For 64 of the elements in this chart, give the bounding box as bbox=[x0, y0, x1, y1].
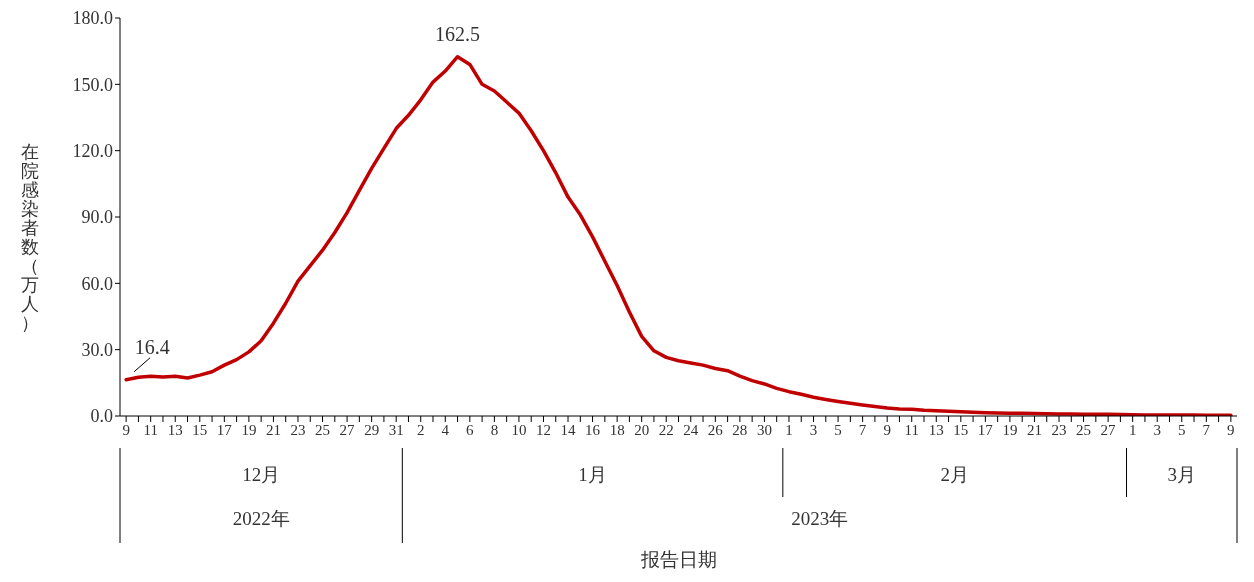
x-tick-label: 3 bbox=[1153, 421, 1161, 438]
line-series bbox=[124, 54, 1233, 416]
x-tick-label: 18 bbox=[609, 421, 625, 438]
x-tick-label: 27 bbox=[1100, 421, 1117, 438]
x-tick-label: 7 bbox=[1202, 421, 1211, 438]
x-tick-label: 8 bbox=[490, 421, 499, 438]
x-tick-label: 19 bbox=[1002, 421, 1018, 438]
y-tick-label: 120.0 bbox=[72, 141, 113, 162]
text: 2023年 bbox=[791, 508, 849, 529]
x-tick-label: 20 bbox=[634, 421, 650, 438]
x-tick-label: 26 bbox=[707, 421, 724, 438]
x-tick-label: 24 bbox=[683, 421, 699, 438]
x-tick-label: 15 bbox=[192, 421, 208, 438]
x-tick-label: 23 bbox=[1051, 421, 1067, 438]
x-tick-label: 13 bbox=[167, 421, 183, 438]
data-label: 16.4 bbox=[134, 335, 170, 358]
x-tick-label: 1 bbox=[1128, 421, 1137, 438]
y-tick-label: 30.0 bbox=[81, 340, 113, 361]
x-tick-label: 2 bbox=[416, 421, 425, 438]
x-tick-label: 5 bbox=[1178, 421, 1186, 438]
text: 2022年 bbox=[232, 508, 290, 529]
x-tick-label: 14 bbox=[560, 421, 577, 438]
y-tick-label: 90.0 bbox=[81, 207, 113, 228]
x-tick-label: 9 bbox=[1227, 421, 1235, 438]
text: 2月 bbox=[940, 464, 969, 485]
x-tick-label: 17 bbox=[216, 421, 233, 438]
x-tick-label: 30 bbox=[756, 421, 772, 438]
x-tick-label: 16 bbox=[585, 421, 601, 438]
x-tick-label: 6 bbox=[466, 421, 475, 438]
x-tick-label: 21 bbox=[1026, 421, 1042, 438]
x-tick-label: 27 bbox=[339, 421, 356, 438]
x-tick-label: 11 bbox=[904, 421, 919, 438]
x-tick-label: 10 bbox=[511, 421, 527, 438]
x-tick-label: 7 bbox=[858, 421, 867, 438]
text: 3月 bbox=[1167, 464, 1197, 485]
y-tick-label: 180.0 bbox=[72, 8, 113, 29]
y-tick-label: 60.0 bbox=[81, 273, 113, 294]
x-tick-label: 21 bbox=[265, 421, 281, 438]
data-label: 162.5 bbox=[435, 22, 481, 45]
x-tick-label: 29 bbox=[364, 421, 380, 438]
x-tick-label: 1 bbox=[785, 421, 793, 438]
x-tick-label: 31 bbox=[388, 421, 404, 438]
x-tick-label: 3 bbox=[809, 421, 818, 438]
x-tick-label: 25 bbox=[1076, 421, 1092, 438]
text: 12月 bbox=[242, 464, 281, 485]
x-tick-label: 9 bbox=[883, 421, 891, 438]
text: 报告日期 bbox=[639, 549, 717, 570]
x-tick-label: 17 bbox=[977, 421, 994, 438]
y-tick-label: 0.0 bbox=[90, 406, 113, 427]
x-tick-label: 15 bbox=[953, 421, 969, 438]
text: 1月 bbox=[578, 464, 607, 485]
text: 在院感染者数（万人） bbox=[21, 142, 39, 333]
x-tick-label: 13 bbox=[928, 421, 944, 438]
x-tick-label: 5 bbox=[834, 421, 842, 438]
x-tick-label: 9 bbox=[122, 421, 130, 438]
x-tick-label: 11 bbox=[143, 421, 158, 438]
y-tick-label: 150.0 bbox=[72, 74, 113, 95]
x-tick-label: 25 bbox=[315, 421, 331, 438]
x-tick-label: 4 bbox=[441, 421, 450, 438]
x-tick-label: 23 bbox=[290, 421, 306, 438]
x-tick-label: 22 bbox=[658, 421, 674, 438]
x-tick-label: 28 bbox=[732, 421, 748, 438]
x-tick-label: 12 bbox=[535, 421, 551, 438]
x-tick-label: 19 bbox=[241, 421, 257, 438]
